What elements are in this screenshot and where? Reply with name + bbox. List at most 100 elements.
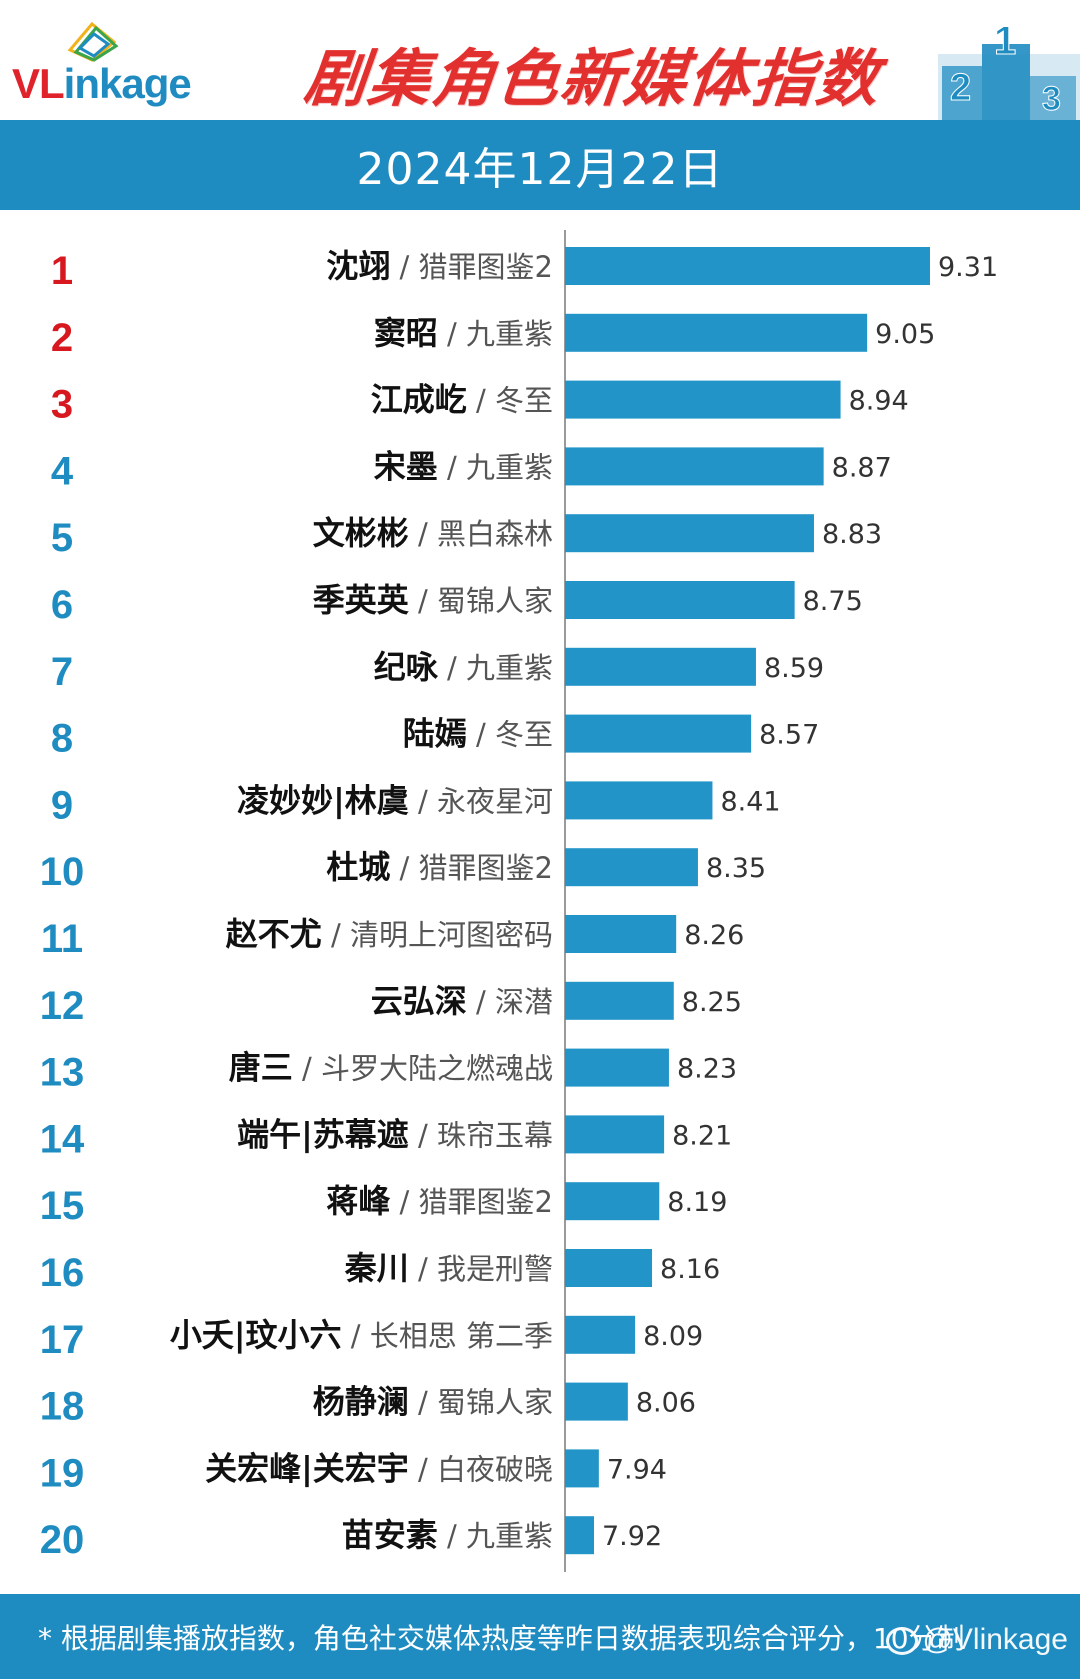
rank-number: 4 — [51, 449, 74, 493]
value-label: 8.94 — [849, 386, 909, 417]
drama-title: 九重紫 — [466, 317, 553, 351]
bar — [565, 247, 930, 285]
bar — [565, 848, 698, 887]
bar — [565, 313, 868, 352]
label-separator: / — [467, 985, 495, 1019]
drama-title: 猎罪图鉴2 — [419, 250, 553, 284]
row-label: 苗安素 / 九重紫 — [342, 1516, 553, 1554]
value-label: 8.75 — [803, 586, 863, 617]
label-separator: / — [293, 1052, 321, 1086]
character-name: 纪咏 — [374, 648, 439, 686]
watermark-text: @Vlinkage — [922, 1623, 1068, 1656]
label-separator: / — [409, 1452, 437, 1486]
value-label: 8.59 — [764, 653, 824, 684]
label-separator: / — [409, 517, 437, 551]
bar — [565, 781, 713, 820]
label-separator: / — [409, 784, 437, 818]
value-label: 8.21 — [672, 1120, 732, 1151]
character-name: 云弘深 — [371, 982, 467, 1020]
row-label: 江成屹 / 冬至 — [371, 381, 553, 419]
rank-number: 11 — [41, 917, 83, 961]
character-name: 赵不尤 — [226, 915, 322, 953]
character-name: 宋墨 — [374, 447, 438, 485]
rank-number: 6 — [51, 583, 73, 627]
row-label: 凌妙妙|林虞 / 永夜星河 — [237, 781, 553, 820]
value-label: 8.26 — [684, 920, 744, 951]
rank-number: 16 — [40, 1251, 85, 1295]
label-separator: / — [390, 851, 418, 885]
rank-number: 7 — [51, 650, 73, 694]
character-name: 唐三 — [229, 1049, 293, 1087]
bar — [565, 447, 824, 486]
logo-text-red: VL — [12, 60, 65, 107]
value-label: 7.94 — [607, 1454, 667, 1485]
row-label: 唐三 / 斗罗大陆之燃魂战 — [229, 1049, 553, 1087]
label-separator: / — [438, 450, 466, 484]
drama-title: 珠帘玉幕 — [437, 1118, 553, 1152]
drama-title: 斗罗大陆之燃魂战 — [321, 1052, 553, 1086]
row-label: 云弘深 / 深潜 — [371, 982, 553, 1020]
bar — [565, 380, 841, 419]
drama-title: 九重紫 — [466, 651, 553, 685]
rank-number: 5 — [51, 516, 73, 560]
character-name: 陆嫣 — [403, 715, 467, 753]
rank-number: 9 — [51, 783, 73, 827]
character-name: 沈翊 — [326, 247, 390, 285]
value-label: 8.23 — [677, 1054, 737, 1085]
bar — [565, 581, 795, 619]
character-name: 苗安素 — [342, 1516, 438, 1554]
rank-number: 3 — [51, 383, 73, 427]
weibo-icon — [886, 1627, 919, 1656]
row-label: 杜城 / 猎罪图鉴2 — [326, 848, 553, 886]
row-label: 窦昭 / 九重紫 — [374, 314, 553, 352]
value-label: 8.06 — [636, 1388, 696, 1419]
label-separator: / — [390, 1185, 418, 1219]
drama-title: 九重紫 — [466, 450, 553, 484]
bar — [565, 1249, 653, 1287]
podium-rank-3: 3 — [1042, 80, 1061, 118]
character-name: 蒋峰 — [326, 1182, 390, 1220]
bar — [565, 981, 674, 1020]
label-separator: / — [409, 1118, 437, 1152]
drama-title: 黑白森林 — [437, 517, 553, 551]
value-label: 8.09 — [643, 1321, 703, 1352]
drama-title: 深潜 — [495, 985, 553, 1019]
rank-number: 1 — [51, 249, 73, 293]
label-separator: / — [322, 918, 350, 952]
date-banner: 2024年12月22日 — [0, 120, 1080, 210]
character-name: 杨静澜 — [313, 1383, 409, 1421]
bar — [565, 1182, 660, 1221]
character-name: 秦川 — [344, 1249, 409, 1287]
row-label: 小夭|玟小六 / 长相思 第二季 — [170, 1316, 553, 1355]
row-label: 宋墨 / 九重紫 — [374, 447, 553, 485]
label-separator: / — [390, 250, 418, 284]
value-label: 9.31 — [938, 252, 998, 283]
drama-title: 蜀锦人家 — [437, 1386, 553, 1420]
drama-title: 我是刑警 — [437, 1252, 553, 1286]
page-title: 剧集角色新媒体指数 — [300, 42, 885, 115]
row-label: 纪咏 / 九重紫 — [374, 648, 553, 686]
drama-title: 白夜破晓 — [437, 1452, 553, 1486]
watermark: @Vlinkage — [886, 1623, 1068, 1657]
drama-title: 长相思 第二季 — [370, 1319, 553, 1353]
bar — [565, 714, 752, 753]
bar — [565, 1449, 599, 1488]
label-separator: / — [467, 718, 495, 752]
value-label: 8.57 — [759, 720, 819, 751]
character-name: 文彬彬 — [313, 514, 409, 552]
drama-title: 冬至 — [495, 384, 553, 418]
drama-title: 九重紫 — [466, 1519, 553, 1553]
character-name: 季英英 — [313, 581, 410, 619]
podium-icon: 2 1 3 — [938, 19, 1080, 120]
label-separator: / — [438, 1519, 466, 1553]
label-separator: / — [438, 317, 466, 351]
drama-title: 永夜星河 — [437, 784, 553, 818]
character-name: 小夭|玟小六 — [170, 1316, 342, 1355]
rank-number: 12 — [40, 984, 85, 1028]
header: VLinkage 剧集角色新媒体指数 2 1 3 — [0, 0, 1080, 120]
bar — [565, 1516, 595, 1555]
label-separator: / — [438, 651, 466, 685]
bar — [565, 1048, 669, 1087]
row-label: 关宏峰|关宏宇 / 白夜破晓 — [205, 1449, 553, 1488]
drama-title: 清明上河图密码 — [350, 918, 553, 952]
